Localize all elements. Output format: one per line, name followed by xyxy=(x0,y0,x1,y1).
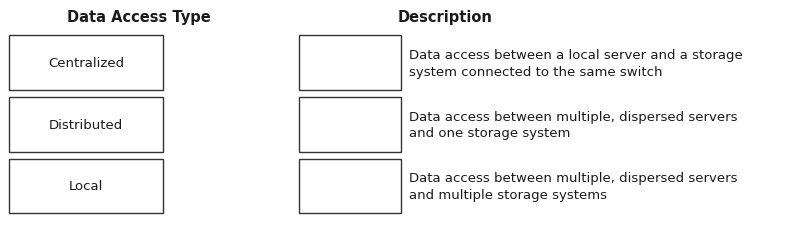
Text: Data access between a local server and a storage
system connected to the same sw: Data access between a local server and a… xyxy=(409,49,743,78)
Bar xyxy=(9,36,163,91)
Bar xyxy=(299,98,401,152)
Text: Data access between multiple, dispersed servers
and multiple storage systems: Data access between multiple, dispersed … xyxy=(409,171,737,201)
Text: Distributed: Distributed xyxy=(49,118,124,131)
Bar xyxy=(9,159,163,213)
Text: Local: Local xyxy=(69,180,103,193)
Text: Data access between multiple, dispersed servers
and one storage system: Data access between multiple, dispersed … xyxy=(409,110,737,140)
Bar xyxy=(9,98,163,152)
Text: Description: Description xyxy=(397,10,492,25)
Text: Centralized: Centralized xyxy=(48,57,124,70)
Bar xyxy=(299,36,401,91)
Text: Data Access Type: Data Access Type xyxy=(67,10,211,25)
Bar xyxy=(299,159,401,213)
